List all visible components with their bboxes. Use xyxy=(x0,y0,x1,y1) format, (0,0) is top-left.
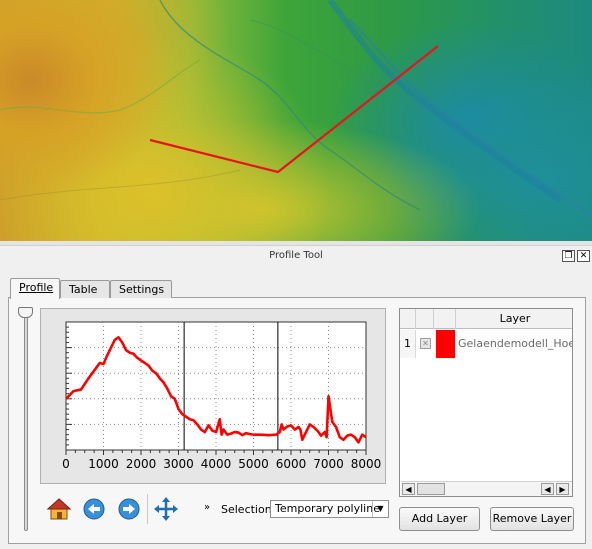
dock-title: Profile Tool xyxy=(269,250,323,261)
x-tick-label: 2000 xyxy=(126,457,157,471)
row-index: 1 xyxy=(400,330,416,358)
add-layer-button[interactable]: Add Layer xyxy=(399,507,480,531)
tab-table-label: Table xyxy=(69,283,98,296)
tab-profile[interactable]: Profile xyxy=(10,278,60,299)
map-canvas[interactable] xyxy=(0,0,592,241)
chevron-down-icon: ▼ xyxy=(372,501,388,517)
header-visible-cell xyxy=(416,309,434,329)
header-color-cell xyxy=(434,309,456,329)
header-index-cell xyxy=(400,309,416,329)
selection-label: Selection xyxy=(221,503,272,516)
layer-name: Gelaendemodell_Hoehe xyxy=(458,337,572,350)
scroll-thumb[interactable] xyxy=(417,483,445,495)
double-chevron-icon[interactable]: » xyxy=(204,502,211,513)
restore-icon[interactable]: ❐ xyxy=(562,250,575,262)
remove-layer-button[interactable]: Remove Layer xyxy=(490,507,574,531)
x-tick-label: 5000 xyxy=(238,457,269,471)
back-arrow-icon[interactable] xyxy=(81,496,107,522)
selection-value: Temporary polyline xyxy=(275,502,380,515)
selection-dropdown[interactable]: Temporary polyline ▼ xyxy=(270,500,389,518)
dock-splitter[interactable] xyxy=(0,241,592,246)
scroll-right-icon[interactable]: ▶ xyxy=(556,483,569,495)
close-icon[interactable]: ✕ xyxy=(577,250,590,262)
toolbar-divider xyxy=(147,494,148,524)
x-tick-label: 8000 xyxy=(351,457,382,471)
header-layer[interactable]: Layer xyxy=(499,312,531,325)
x-tick-label: 4000 xyxy=(201,457,232,471)
slider-handle[interactable] xyxy=(18,307,33,318)
x-tick-label: 1000 xyxy=(88,457,119,471)
tab-settings[interactable]: Settings xyxy=(110,280,172,298)
x-tick-label: 3000 xyxy=(163,457,194,471)
x-tick-label: 7000 xyxy=(313,457,344,471)
tab-settings-label: Settings xyxy=(119,283,165,296)
x-tick-label: 0 xyxy=(62,457,70,471)
map-features xyxy=(0,0,592,217)
layer-table-header: Layer xyxy=(400,309,572,329)
vertical-exaggeration-slider[interactable] xyxy=(24,313,28,531)
forward-arrow-icon[interactable] xyxy=(116,496,142,522)
scroll-left-icon[interactable]: ◀ xyxy=(541,483,554,495)
table-row[interactable]: 1 ✕ Gelaendemodell_Hoehe xyxy=(400,330,572,358)
tab-profile-label: Profile xyxy=(19,281,54,294)
tab-table[interactable]: Table xyxy=(60,280,110,298)
home-icon[interactable] xyxy=(46,496,72,522)
pan-icon[interactable] xyxy=(153,496,179,522)
profile-series-line xyxy=(65,336,367,444)
layer-visibility-checkbox[interactable]: ✕ xyxy=(420,338,431,349)
layer-color-swatch[interactable] xyxy=(436,330,455,358)
x-tick-label: 6000 xyxy=(276,457,307,471)
scroll-left-icon[interactable]: ◀ xyxy=(402,483,415,495)
profile-chart[interactable]: 0 1000 2000 3000 4000 5000 6000 7000 8000 xyxy=(40,308,386,484)
horizontal-scrollbar[interactable]: ◀ ◀ ▶ xyxy=(401,481,572,496)
profile-polyline xyxy=(149,45,439,174)
layer-table: Layer 1 ✕ Gelaendemodell_Hoehe ◀ ◀ ▶ xyxy=(399,308,573,497)
